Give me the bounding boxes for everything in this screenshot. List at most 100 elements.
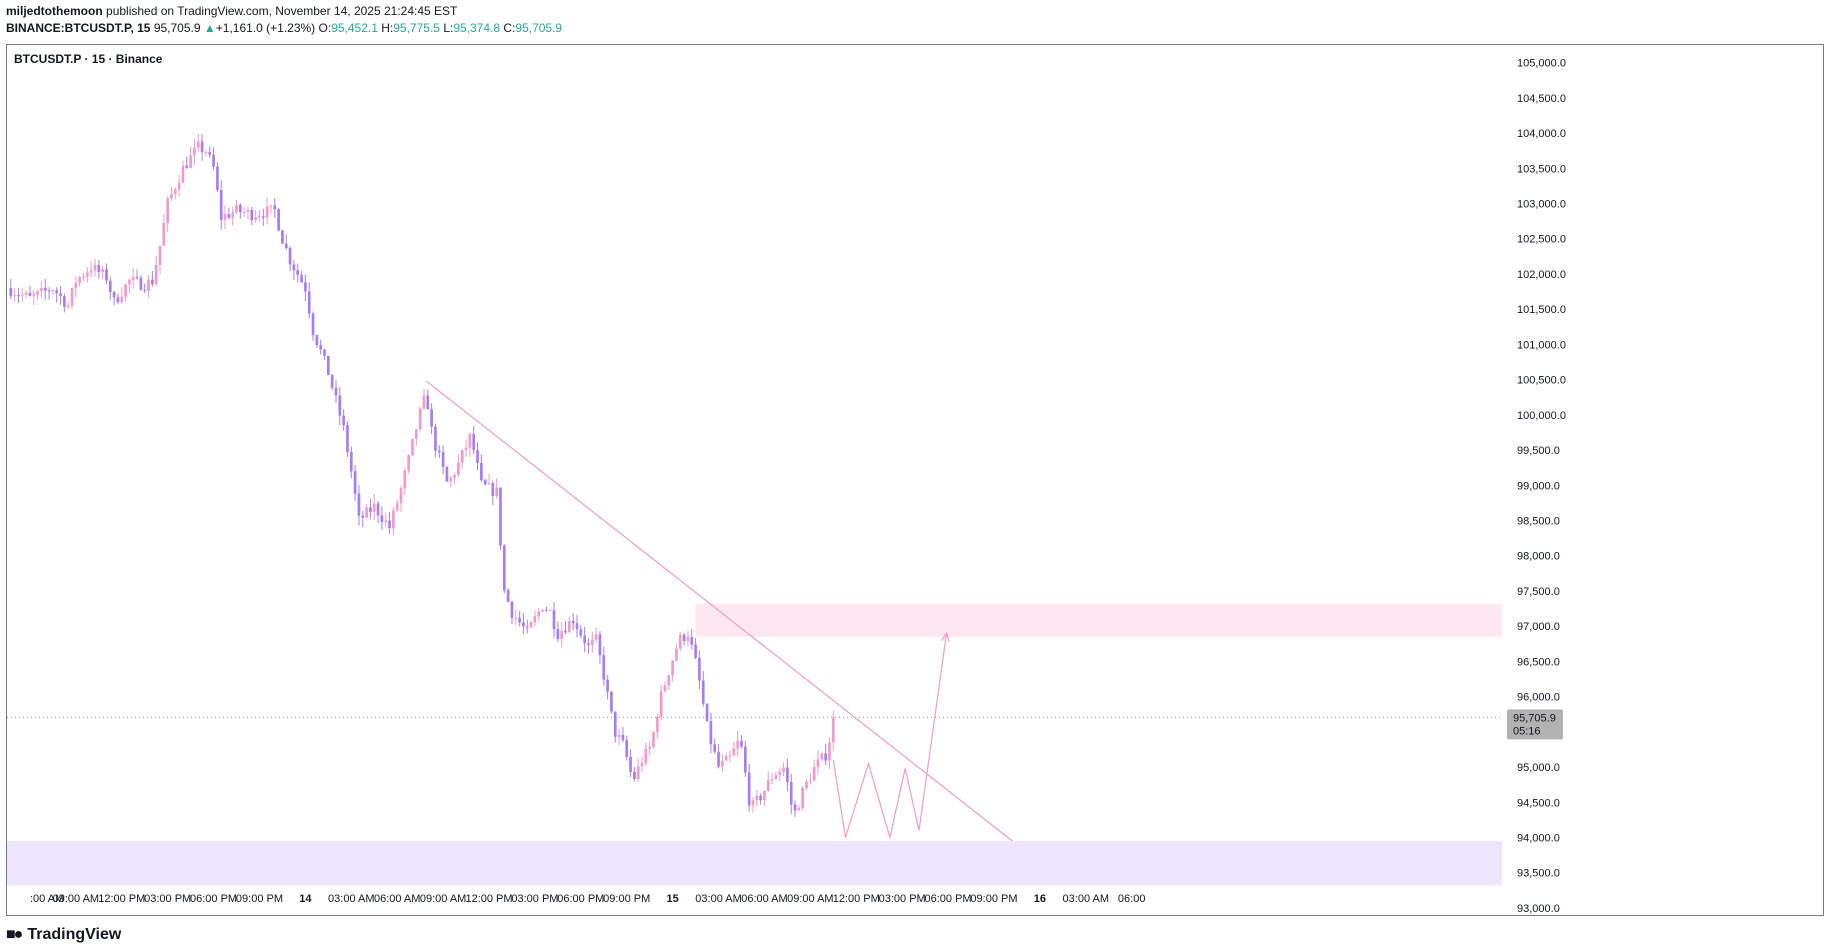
candle-body bbox=[747, 772, 751, 806]
candle-body bbox=[453, 474, 456, 478]
author-name[interactable]: miljedtothemoon bbox=[6, 4, 103, 18]
candle-body bbox=[292, 264, 296, 271]
x-tick-label: 09:00 PM bbox=[970, 893, 1017, 905]
candle-body bbox=[636, 766, 640, 780]
candle-body bbox=[154, 264, 158, 285]
chart-frame[interactable]: BTCUSDT.P · 15 · Binance 93,000.0 93,500.0… bbox=[6, 44, 1824, 916]
candle-body bbox=[372, 503, 376, 512]
y-tick-label: 96,500.0 bbox=[1517, 656, 1560, 668]
candle-body bbox=[89, 270, 93, 273]
y-tick-label: 99,500.0 bbox=[1517, 445, 1560, 457]
candle-body bbox=[434, 426, 437, 451]
x-tick-label: 06:00 PM bbox=[190, 893, 237, 905]
candle-body bbox=[766, 779, 770, 791]
candle-body bbox=[671, 660, 674, 676]
support-zone bbox=[7, 841, 1502, 886]
candle-body bbox=[613, 711, 617, 737]
candle-body bbox=[763, 790, 766, 801]
candle-body bbox=[258, 216, 261, 218]
candle-body bbox=[778, 771, 782, 775]
candle-body bbox=[675, 648, 678, 661]
candle-body bbox=[418, 408, 422, 430]
trendline bbox=[425, 380, 1013, 842]
projection-arrow-icon bbox=[941, 631, 950, 642]
candle-body bbox=[633, 771, 636, 780]
candle-body bbox=[239, 204, 242, 213]
candle-body bbox=[457, 462, 460, 475]
candle-body bbox=[13, 295, 16, 297]
y-tick-label: 98,500.0 bbox=[1517, 516, 1560, 528]
candle-body bbox=[430, 409, 433, 427]
candle-body bbox=[407, 455, 411, 471]
candle-body bbox=[755, 795, 759, 801]
candle-body bbox=[185, 165, 189, 168]
candle-body bbox=[541, 609, 544, 612]
x-tick-label: 16 bbox=[1034, 893, 1046, 905]
candle-body bbox=[441, 452, 445, 467]
y-tick-label: 93,000.0 bbox=[1517, 903, 1560, 915]
candle-body bbox=[422, 395, 426, 409]
candle-body bbox=[269, 205, 273, 207]
candle-body bbox=[824, 753, 827, 761]
candle-body bbox=[831, 717, 835, 743]
candle-body bbox=[304, 282, 307, 292]
candle-body bbox=[610, 691, 613, 712]
candle-body bbox=[59, 293, 62, 297]
candle-body bbox=[120, 296, 124, 303]
candle-body bbox=[552, 610, 556, 629]
y-tick-label: 93,500.0 bbox=[1517, 868, 1560, 880]
last-price-countdown: 05:16 bbox=[1513, 725, 1541, 737]
candle-body bbox=[395, 503, 399, 511]
candle-body bbox=[774, 774, 778, 780]
candle-body bbox=[392, 510, 395, 529]
candle-body bbox=[690, 637, 694, 645]
y-tick-label: 94,500.0 bbox=[1517, 797, 1560, 809]
candle-body bbox=[525, 626, 529, 628]
close-label: C: bbox=[503, 21, 516, 35]
candle-body bbox=[728, 755, 732, 757]
candle-body bbox=[124, 284, 127, 297]
candle-body bbox=[721, 760, 724, 767]
candle-body bbox=[204, 151, 208, 153]
candle-body bbox=[20, 294, 24, 296]
candle-body bbox=[166, 198, 170, 223]
candle-body bbox=[227, 214, 231, 218]
candle-body bbox=[51, 290, 55, 292]
candle-body bbox=[590, 639, 594, 646]
candle-body bbox=[621, 734, 625, 741]
candle-body bbox=[437, 450, 441, 453]
candle-body bbox=[678, 634, 682, 649]
y-tick-label: 104,000.0 bbox=[1517, 128, 1566, 140]
y-tick-label: 102,000.0 bbox=[1517, 269, 1566, 281]
candle-body bbox=[311, 313, 315, 336]
y-tick-label: 98,000.0 bbox=[1517, 551, 1560, 563]
candle-body bbox=[158, 245, 162, 265]
candle-body bbox=[307, 291, 311, 314]
chart-svg[interactable]: BTCUSDT.P · 15 · Binance 93,000.0 93,500.0… bbox=[7, 45, 1823, 915]
candle-body bbox=[24, 292, 28, 295]
candle-body bbox=[506, 590, 510, 602]
close-value: 95,705.9 bbox=[515, 21, 563, 35]
x-tick-label: 06:00 AM bbox=[374, 893, 420, 905]
candle-body bbox=[177, 182, 181, 190]
candle-body bbox=[231, 212, 235, 218]
candle-body bbox=[717, 751, 720, 767]
y-tick-label: 94,000.0 bbox=[1517, 833, 1560, 845]
y-tick-label: 95,000.0 bbox=[1517, 762, 1560, 774]
candle-body bbox=[698, 657, 701, 681]
low-label: L: bbox=[443, 21, 454, 35]
candle-body bbox=[483, 480, 487, 485]
candle-body bbox=[460, 450, 464, 463]
candle-body bbox=[667, 675, 671, 686]
candle-body bbox=[468, 433, 472, 448]
candle-body bbox=[510, 601, 514, 618]
candle-body bbox=[445, 466, 449, 482]
candle-body bbox=[254, 217, 257, 221]
x-tick-label: 12:00 PM bbox=[833, 893, 880, 905]
candle-body bbox=[560, 630, 564, 639]
candle-body bbox=[55, 290, 59, 294]
candle-body bbox=[43, 287, 47, 291]
candle-body bbox=[28, 292, 32, 296]
candle-body bbox=[40, 287, 43, 292]
open-value: 95,452.1 bbox=[331, 21, 378, 35]
